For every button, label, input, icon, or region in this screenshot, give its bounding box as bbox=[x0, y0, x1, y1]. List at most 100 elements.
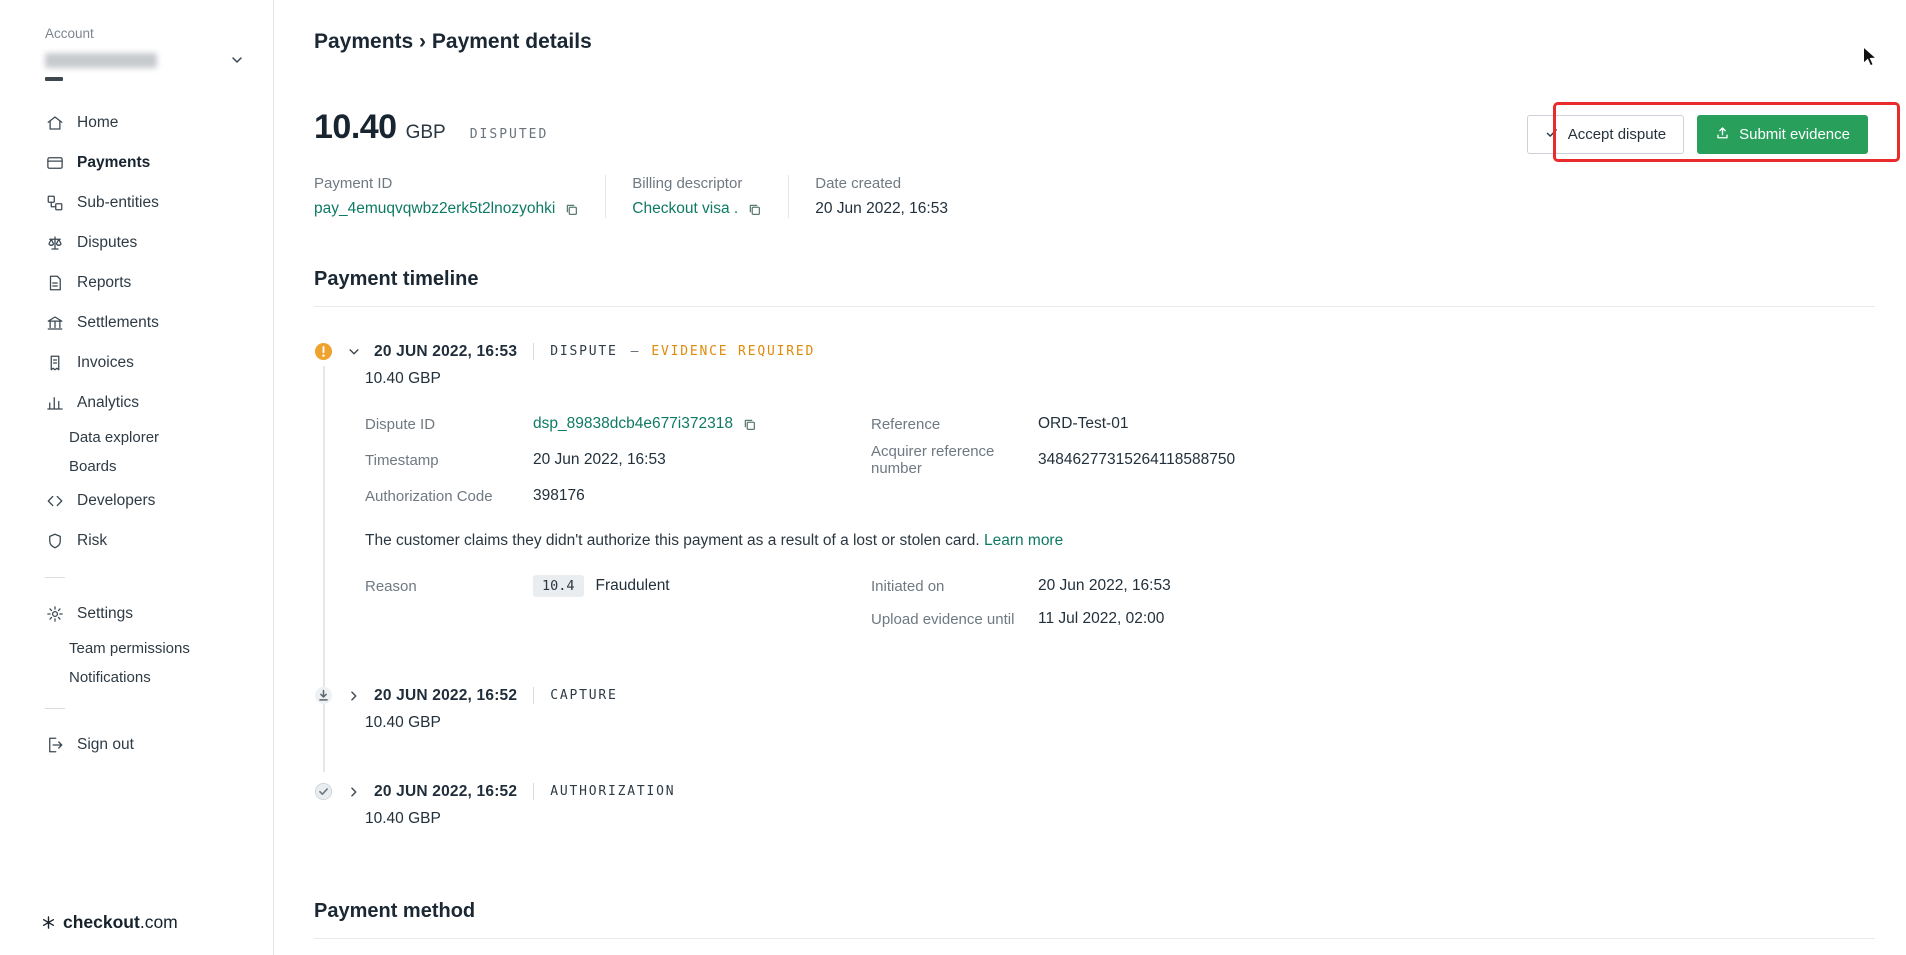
sidebar-nav: Home Payments Sub-entities Disputes Repo… bbox=[0, 103, 273, 765]
entry-separator bbox=[533, 343, 535, 360]
account-underline bbox=[45, 77, 63, 81]
detail-label: Dispute ID bbox=[365, 415, 436, 433]
entry-amount: 10.40 GBP bbox=[365, 810, 441, 827]
analytics-icon bbox=[45, 394, 64, 412]
copy-icon[interactable] bbox=[747, 202, 762, 217]
auth-code-value: 398176 bbox=[533, 487, 585, 504]
sidebar-item-label: Developers bbox=[77, 492, 156, 509]
account-switcher[interactable]: Account bbox=[0, 0, 273, 81]
reports-icon bbox=[45, 274, 64, 292]
sidebar-item-label: Sign out bbox=[77, 736, 134, 753]
upload-until-value: 11 Jul 2022, 02:00 bbox=[1038, 610, 1165, 627]
sidebar-item-home[interactable]: Home bbox=[0, 103, 273, 143]
entry-separator bbox=[533, 687, 535, 704]
payment-fields: Payment ID pay_4emuqvqwbz2erk5t2lnozyohk… bbox=[314, 175, 1875, 218]
dispute-id-link[interactable]: dsp_89838dcb4e677i372318 bbox=[533, 415, 733, 432]
sidebar-item-label: Settlements bbox=[77, 314, 159, 331]
billing-descriptor-link[interactable]: Checkout visa . bbox=[632, 200, 739, 217]
sidebar-item-invoices[interactable]: Invoices bbox=[0, 343, 273, 383]
settlements-icon bbox=[45, 314, 64, 332]
detail-label: Timestamp bbox=[365, 451, 439, 469]
date-created-field: Date created 20 Jun 2022, 16:53 bbox=[815, 175, 974, 218]
detail-label: Reason bbox=[365, 577, 417, 595]
detail-label: Upload evidence until bbox=[871, 610, 1015, 628]
entry-type: CAPTURE bbox=[550, 688, 618, 703]
authorization-success-icon bbox=[314, 782, 333, 801]
entry-separator bbox=[533, 783, 535, 800]
sidebar-item-risk[interactable]: Risk bbox=[0, 521, 273, 561]
sidebar-item-settlements[interactable]: Settlements bbox=[0, 303, 273, 343]
submit-evidence-button[interactable]: Submit evidence bbox=[1697, 115, 1868, 154]
sidebar-item-reports[interactable]: Reports bbox=[0, 263, 273, 303]
dispute-reason-grid: Reason 10.4 Fraudulent Initiated on 20 J… bbox=[365, 575, 1875, 628]
payment-amount: 10.40 bbox=[314, 108, 397, 146]
copy-icon[interactable] bbox=[742, 417, 757, 432]
breadcrumb: Payments › Payment details bbox=[314, 30, 592, 53]
sidebar-item-label: Reports bbox=[77, 274, 132, 291]
chevron-down-icon[interactable] bbox=[229, 52, 245, 68]
dispute-details-grid: Dispute ID dsp_89838dcb4e677i372318 Refe… bbox=[365, 415, 1875, 505]
sidebar-item-label: Settings bbox=[77, 605, 134, 622]
detail-label: Initiated on bbox=[871, 577, 945, 595]
payment-id-field: Payment ID pay_4emuqvqwbz2erk5t2lnozyohk… bbox=[314, 175, 607, 218]
sidebar-item-label: Disputes bbox=[77, 234, 138, 251]
payment-id-link[interactable]: pay_4emuqvqwbz2erk5t2lnozyohki bbox=[314, 200, 556, 217]
sidebar-item-label: Invoices bbox=[77, 354, 134, 371]
sidebar-item-label: Data explorer bbox=[69, 429, 160, 446]
entry-type: AUTHORIZATION bbox=[550, 784, 676, 799]
sidebar-item-analytics[interactable]: Analytics bbox=[0, 383, 273, 423]
sidebar-item-boards[interactable]: Boards bbox=[0, 452, 273, 481]
account-name-redacted bbox=[45, 52, 157, 68]
sidebar-item-payments[interactable]: Payments bbox=[0, 143, 273, 183]
entry-type: DISPUTE bbox=[550, 344, 618, 359]
accept-dispute-button[interactable]: Accept dispute bbox=[1526, 115, 1685, 154]
checkout-logo-icon bbox=[42, 916, 55, 929]
chevron-down-icon[interactable] bbox=[346, 345, 361, 359]
chevron-right-icon[interactable] bbox=[346, 689, 361, 703]
entry-amount: 10.40 GBP bbox=[365, 370, 441, 387]
claim-text: The customer claims they didn't authoriz… bbox=[365, 532, 980, 549]
sidebar-item-label: Notifications bbox=[69, 669, 151, 686]
entry-date: 20 JUN 2022, 16:52 bbox=[374, 686, 518, 704]
section-divider bbox=[314, 306, 1875, 307]
timeline-entry-capture: 20 JUN 2022, 16:52 CAPTURE 10.40 GBP bbox=[314, 686, 1875, 732]
sub-entities-icon bbox=[45, 194, 64, 212]
billing-descriptor-field: Billing descriptor Checkout visa . bbox=[632, 175, 790, 218]
sidebar-item-notifications[interactable]: Notifications bbox=[0, 663, 273, 692]
dispute-pending-icon bbox=[314, 342, 333, 361]
upload-icon bbox=[1715, 125, 1730, 144]
check-icon bbox=[1545, 126, 1559, 144]
payment-timeline-section: Payment timeline 20 JUN 2022, 16:53 DISP… bbox=[314, 268, 1875, 828]
sidebar-item-team-permissions[interactable]: Team permissions bbox=[0, 634, 273, 663]
learn-more-link[interactable]: Learn more bbox=[983, 532, 1064, 549]
chevron-right-icon[interactable] bbox=[346, 785, 361, 799]
sidebar-item-label: Boards bbox=[69, 458, 117, 475]
sidebar-item-data-explorer[interactable]: Data explorer bbox=[0, 423, 273, 452]
sidebar-item-sub-entities[interactable]: Sub-entities bbox=[0, 183, 273, 223]
entry-amount: 10.40 GBP bbox=[365, 714, 441, 731]
dispute-actions: Accept dispute Submit evidence bbox=[1526, 115, 1868, 154]
sidebar-divider bbox=[45, 577, 65, 578]
sidebar-item-label: Analytics bbox=[77, 394, 140, 411]
sidebar-item-settings[interactable]: Settings bbox=[0, 594, 273, 634]
payment-summary: 10.40 GBP DISPUTED bbox=[314, 108, 1875, 147]
payment-currency: GBP bbox=[405, 122, 446, 143]
detail-label: Acquirer reference number bbox=[871, 443, 995, 477]
sidebar: Account Home Payments Sub-entities Dispu… bbox=[0, 0, 274, 955]
account-label: Account bbox=[45, 26, 94, 41]
date-created-value: 20 Jun 2022, 16:53 bbox=[815, 200, 948, 217]
timeline-entry-dispute: 20 JUN 2022, 16:53 DISPUTE — EVIDENCE RE… bbox=[314, 342, 1875, 628]
field-label: Payment ID bbox=[314, 175, 393, 192]
reason-value: Fraudulent bbox=[595, 577, 670, 594]
sidebar-item-label: Team permissions bbox=[69, 640, 190, 657]
sidebar-item-disputes[interactable]: Disputes bbox=[0, 223, 273, 263]
entry-status-dash: — bbox=[630, 344, 639, 359]
copy-icon[interactable] bbox=[564, 202, 579, 217]
sidebar-item-developers[interactable]: Developers bbox=[0, 481, 273, 521]
sign-out-icon bbox=[45, 736, 64, 754]
section-title: Payment method bbox=[314, 900, 476, 922]
timeline-connector bbox=[323, 366, 325, 772]
sidebar-item-sign-out[interactable]: Sign out bbox=[0, 725, 273, 765]
capture-icon bbox=[314, 686, 333, 705]
developers-icon bbox=[45, 492, 64, 510]
